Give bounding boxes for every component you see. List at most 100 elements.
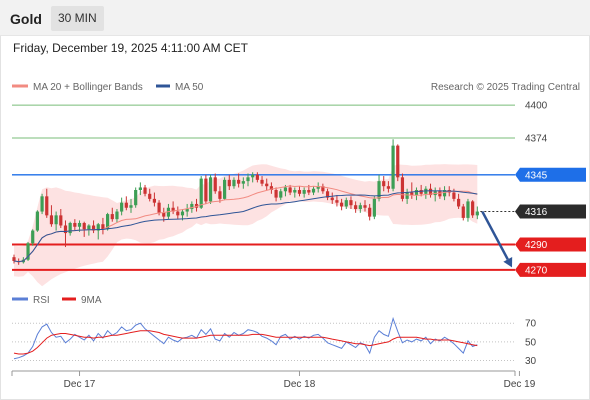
candle-body (288, 187, 292, 193)
candle-body (204, 178, 208, 202)
candle-body (134, 190, 138, 206)
candle-body (223, 179, 227, 199)
candle (475, 206, 479, 220)
candle-body (115, 211, 119, 220)
candle-body (382, 181, 386, 187)
candle-body (143, 187, 147, 194)
candle (63, 220, 68, 248)
candle (396, 144, 400, 182)
candle-body (138, 187, 142, 190)
candle (368, 203, 372, 221)
candle (330, 192, 334, 204)
candle (419, 184, 423, 197)
candle-body (307, 190, 311, 193)
candle (265, 178, 269, 190)
candle-body (344, 200, 348, 207)
candle-body (45, 196, 49, 216)
candle-body (316, 186, 320, 189)
candle-body (321, 186, 325, 192)
candle-body (325, 191, 330, 198)
candle-body (185, 209, 189, 212)
forecast-arrow-head (503, 257, 513, 268)
legend-swatch-9ma (62, 297, 76, 301)
ma50-line (13, 190, 478, 263)
candle (96, 222, 100, 240)
candle-body (26, 243, 30, 260)
candle-body (166, 207, 171, 217)
candle (232, 177, 236, 189)
candle-body (293, 190, 297, 193)
rsi-panel: 70 50 30 (12, 316, 537, 367)
candle-body (59, 215, 63, 226)
candle (391, 139, 395, 192)
candle-body (372, 198, 376, 217)
candle-body (354, 205, 358, 210)
candle (293, 187, 297, 198)
candle-body (391, 145, 395, 189)
candle-body (302, 190, 306, 194)
candle (31, 229, 35, 246)
candle (246, 173, 250, 187)
price-badge-4270 (515, 262, 586, 277)
candle (457, 193, 461, 210)
candle-body (73, 222, 77, 227)
candle (260, 176, 264, 187)
candle-body (414, 190, 419, 196)
candle-body (190, 203, 194, 210)
candle-body (194, 203, 199, 208)
candle (204, 174, 208, 204)
candle (110, 207, 114, 222)
candle (349, 196, 353, 210)
candle-body (419, 190, 423, 194)
candle (54, 211, 58, 231)
candle-body (40, 196, 44, 212)
x-tick-label: Dec 18 (284, 379, 316, 390)
candle (185, 203, 189, 217)
candle-body (335, 200, 339, 203)
candle-body (208, 177, 213, 202)
candle-body (349, 200, 353, 206)
candle-body (232, 179, 236, 187)
candle-body (405, 192, 409, 199)
candle (340, 198, 344, 211)
candle (344, 197, 348, 210)
moving-averages (13, 185, 478, 263)
candle-body (377, 181, 381, 199)
timeframe-button[interactable]: 30 MIN (51, 6, 104, 31)
candle (148, 188, 152, 202)
candle-body (227, 179, 231, 187)
candle-body (91, 225, 96, 231)
candle (227, 174, 231, 190)
header-bar: Gold 30 MIN (0, 0, 590, 36)
candle (358, 202, 362, 213)
candle (442, 186, 447, 201)
candle-body (218, 191, 222, 199)
x-tick-label: Dec 19 (504, 379, 536, 390)
candle (152, 192, 156, 207)
candle-body (152, 198, 156, 203)
forecast-arrow-shaft (481, 210, 509, 260)
candle (279, 188, 283, 201)
candle-body (96, 224, 100, 231)
candle (316, 182, 320, 193)
candle (115, 209, 119, 223)
candle (297, 186, 302, 197)
candle (255, 172, 259, 183)
candle (138, 182, 142, 196)
candle (251, 172, 255, 183)
candle-body (171, 207, 175, 212)
legend-ma20-label: MA 20 + Bollinger Bands (33, 82, 143, 93)
candle (199, 176, 203, 210)
candle-body (124, 202, 128, 208)
candle-body (246, 177, 250, 182)
candle (321, 183, 325, 194)
candle-body (297, 190, 302, 194)
candle (49, 205, 54, 227)
candle-body (438, 191, 442, 197)
candle (124, 196, 128, 211)
candle-body (410, 192, 414, 196)
price-label-4374: 4374 (525, 134, 548, 145)
candle (386, 181, 390, 193)
candle (35, 210, 39, 232)
candle (12, 254, 16, 264)
